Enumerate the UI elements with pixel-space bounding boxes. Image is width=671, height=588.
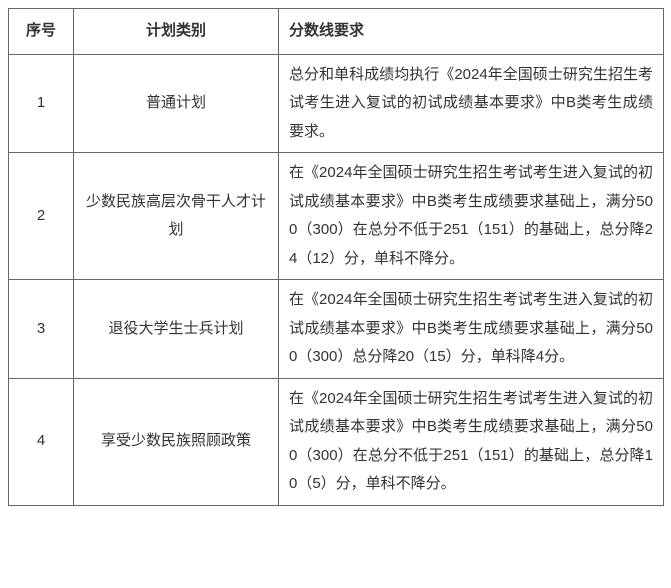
cell-category: 享受少数民族照顾政策 — [74, 378, 279, 505]
header-requirement: 分数线要求 — [279, 9, 664, 55]
cell-category: 退役大学生士兵计划 — [74, 280, 279, 379]
cell-seq: 1 — [9, 54, 74, 153]
policy-table: 序号 计划类别 分数线要求 1 普通计划 总分和单科成绩均执行《2024年全国硕… — [8, 8, 664, 506]
cell-seq: 3 — [9, 280, 74, 379]
cell-requirement: 在《2024年全国硕士研究生招生考试考生进入复试的初试成绩基本要求》中B类考生成… — [279, 153, 664, 280]
table-header: 序号 计划类别 分数线要求 — [9, 9, 664, 55]
table-row: 1 普通计划 总分和单科成绩均执行《2024年全国硕士研究生招生考试考生进入复试… — [9, 54, 664, 153]
table-row: 4 享受少数民族照顾政策 在《2024年全国硕士研究生招生考试考生进入复试的初试… — [9, 378, 664, 505]
table-row: 3 退役大学生士兵计划 在《2024年全国硕士研究生招生考试考生进入复试的初试成… — [9, 280, 664, 379]
table-body: 1 普通计划 总分和单科成绩均执行《2024年全国硕士研究生招生考试考生进入复试… — [9, 54, 664, 505]
cell-seq: 2 — [9, 153, 74, 280]
cell-category: 少数民族高层次骨干人才计划 — [74, 153, 279, 280]
header-seq: 序号 — [9, 9, 74, 55]
cell-requirement: 总分和单科成绩均执行《2024年全国硕士研究生招生考试考生进入复试的初试成绩基本… — [279, 54, 664, 153]
header-row: 序号 计划类别 分数线要求 — [9, 9, 664, 55]
table-row: 2 少数民族高层次骨干人才计划 在《2024年全国硕士研究生招生考试考生进入复试… — [9, 153, 664, 280]
cell-category: 普通计划 — [74, 54, 279, 153]
header-category: 计划类别 — [74, 9, 279, 55]
cell-requirement: 在《2024年全国硕士研究生招生考试考生进入复试的初试成绩基本要求》中B类考生成… — [279, 280, 664, 379]
cell-seq: 4 — [9, 378, 74, 505]
cell-requirement: 在《2024年全国硕士研究生招生考试考生进入复试的初试成绩基本要求》中B类考生成… — [279, 378, 664, 505]
